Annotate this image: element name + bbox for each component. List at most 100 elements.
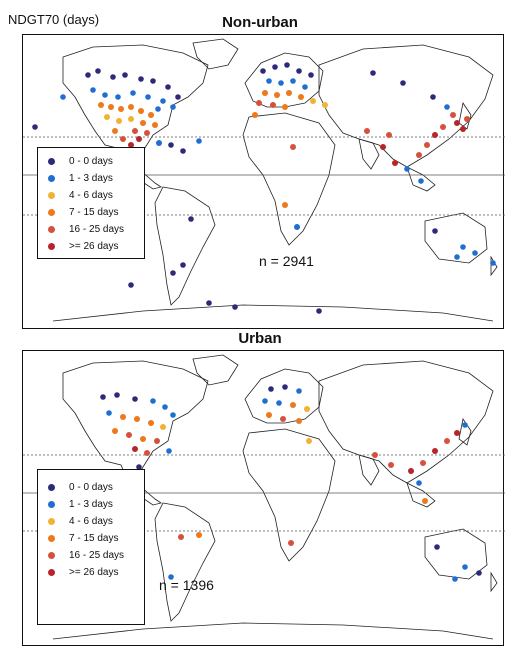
station-point xyxy=(148,112,154,118)
legend-dot xyxy=(48,500,55,508)
legend-dot xyxy=(48,225,55,233)
legend-item: 1 - 3 days xyxy=(48,499,113,510)
station-point xyxy=(140,436,146,442)
station-point xyxy=(122,72,128,78)
greenland xyxy=(192,38,239,70)
antarctica xyxy=(52,622,494,640)
station-point xyxy=(128,142,134,148)
station-point xyxy=(168,574,174,580)
station-point xyxy=(170,104,176,110)
legend-non-urban: 0 - 0 days 1 - 3 days 4 - 6 days 7 - 15 … xyxy=(37,147,145,259)
station-point xyxy=(420,460,426,466)
station-point xyxy=(162,404,168,410)
station-point xyxy=(60,94,66,100)
station-point xyxy=(298,94,304,100)
legend-item: 0 - 0 days xyxy=(48,156,113,167)
station-point xyxy=(128,104,134,110)
station-point xyxy=(462,564,468,570)
station-point xyxy=(116,118,122,124)
station-point xyxy=(452,576,458,582)
world-map-urban xyxy=(23,354,505,640)
legend-dot xyxy=(48,568,55,576)
station-point xyxy=(432,228,438,234)
station-point xyxy=(180,262,186,268)
station-point xyxy=(418,178,424,184)
legend-item: >= 26 days xyxy=(48,567,118,578)
station-point xyxy=(188,216,194,222)
station-point xyxy=(126,432,132,438)
panel-title-urban: Urban xyxy=(238,330,282,347)
station-point xyxy=(296,68,302,74)
variable-label: NDGT70 (days) xyxy=(8,12,100,27)
station-point xyxy=(144,450,150,456)
station-point xyxy=(178,534,184,540)
station-point xyxy=(274,92,280,98)
station-point xyxy=(454,120,460,126)
station-point xyxy=(128,282,134,288)
japan xyxy=(458,417,472,446)
station-point xyxy=(138,108,144,114)
station-point xyxy=(316,308,322,314)
station-point xyxy=(138,76,144,82)
station-point xyxy=(422,498,428,504)
station-point xyxy=(270,102,276,108)
panel-title-non-urban: Non-urban xyxy=(222,14,298,31)
station-point xyxy=(206,300,212,306)
station-point xyxy=(434,544,440,550)
legend-item: 7 - 15 days xyxy=(48,533,118,544)
station-point xyxy=(130,90,136,96)
legend-label: 1 - 3 days xyxy=(69,499,113,510)
legend-item: 1 - 3 days xyxy=(48,173,113,184)
antarctica xyxy=(52,304,494,322)
station-point xyxy=(290,144,296,150)
station-point xyxy=(460,244,466,250)
station-point xyxy=(280,416,286,422)
legend-label: 4 - 6 days xyxy=(69,190,113,201)
asia xyxy=(318,44,494,168)
station-point xyxy=(272,64,278,70)
southeast-asia xyxy=(406,166,436,192)
station-point xyxy=(232,304,238,310)
station-point xyxy=(170,270,176,276)
land-outlines xyxy=(52,38,498,322)
world-map-non-urban xyxy=(23,38,505,322)
station-point xyxy=(154,438,160,444)
new-zealand xyxy=(490,255,498,277)
station-point xyxy=(136,464,142,470)
station-point xyxy=(106,410,112,416)
asia xyxy=(318,360,494,484)
station-point xyxy=(120,414,126,420)
station-point xyxy=(148,420,154,426)
station-point xyxy=(85,72,91,78)
legend-urban: 0 - 0 days 1 - 3 days 4 - 6 days 7 - 15 … xyxy=(37,469,145,625)
legend-item: 16 - 25 days xyxy=(48,550,124,561)
station-point xyxy=(145,94,151,100)
africa xyxy=(242,428,336,562)
station-point xyxy=(372,452,378,458)
map-non-urban: 0 - 0 days 1 - 3 days 4 - 6 days 7 - 15 … xyxy=(22,34,505,329)
south-america xyxy=(154,186,216,306)
station-point xyxy=(276,400,282,406)
station-point xyxy=(98,102,104,108)
station-point xyxy=(416,480,422,486)
station-point xyxy=(100,394,106,400)
station-point xyxy=(160,98,166,104)
legend-item: 4 - 6 days xyxy=(48,516,113,527)
station-point xyxy=(134,416,140,422)
station-point xyxy=(386,132,392,138)
legend-label: 1 - 3 days xyxy=(69,173,113,184)
legend-label: 16 - 25 days xyxy=(69,550,125,561)
europe xyxy=(244,368,324,424)
station-point xyxy=(286,90,292,96)
station-point xyxy=(306,438,312,444)
station-points-urban xyxy=(100,384,482,582)
station-point xyxy=(252,112,258,118)
land-outlines xyxy=(52,354,498,640)
station-point xyxy=(278,80,284,86)
legend-dot xyxy=(48,242,55,250)
station-point xyxy=(440,124,446,130)
station-point xyxy=(364,128,370,134)
station-point xyxy=(132,396,138,402)
japan xyxy=(458,101,472,130)
legend-dot xyxy=(48,174,55,182)
